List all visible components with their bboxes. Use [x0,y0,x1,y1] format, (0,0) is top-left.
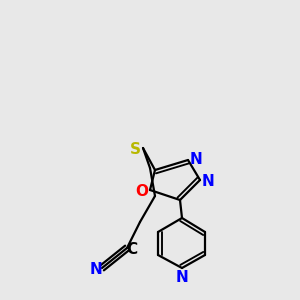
Text: N: N [190,152,202,166]
Text: N: N [90,262,102,277]
Text: C: C [126,242,138,256]
Text: N: N [176,271,188,286]
Text: O: O [136,184,148,199]
Text: N: N [202,173,214,188]
Text: S: S [130,142,140,158]
